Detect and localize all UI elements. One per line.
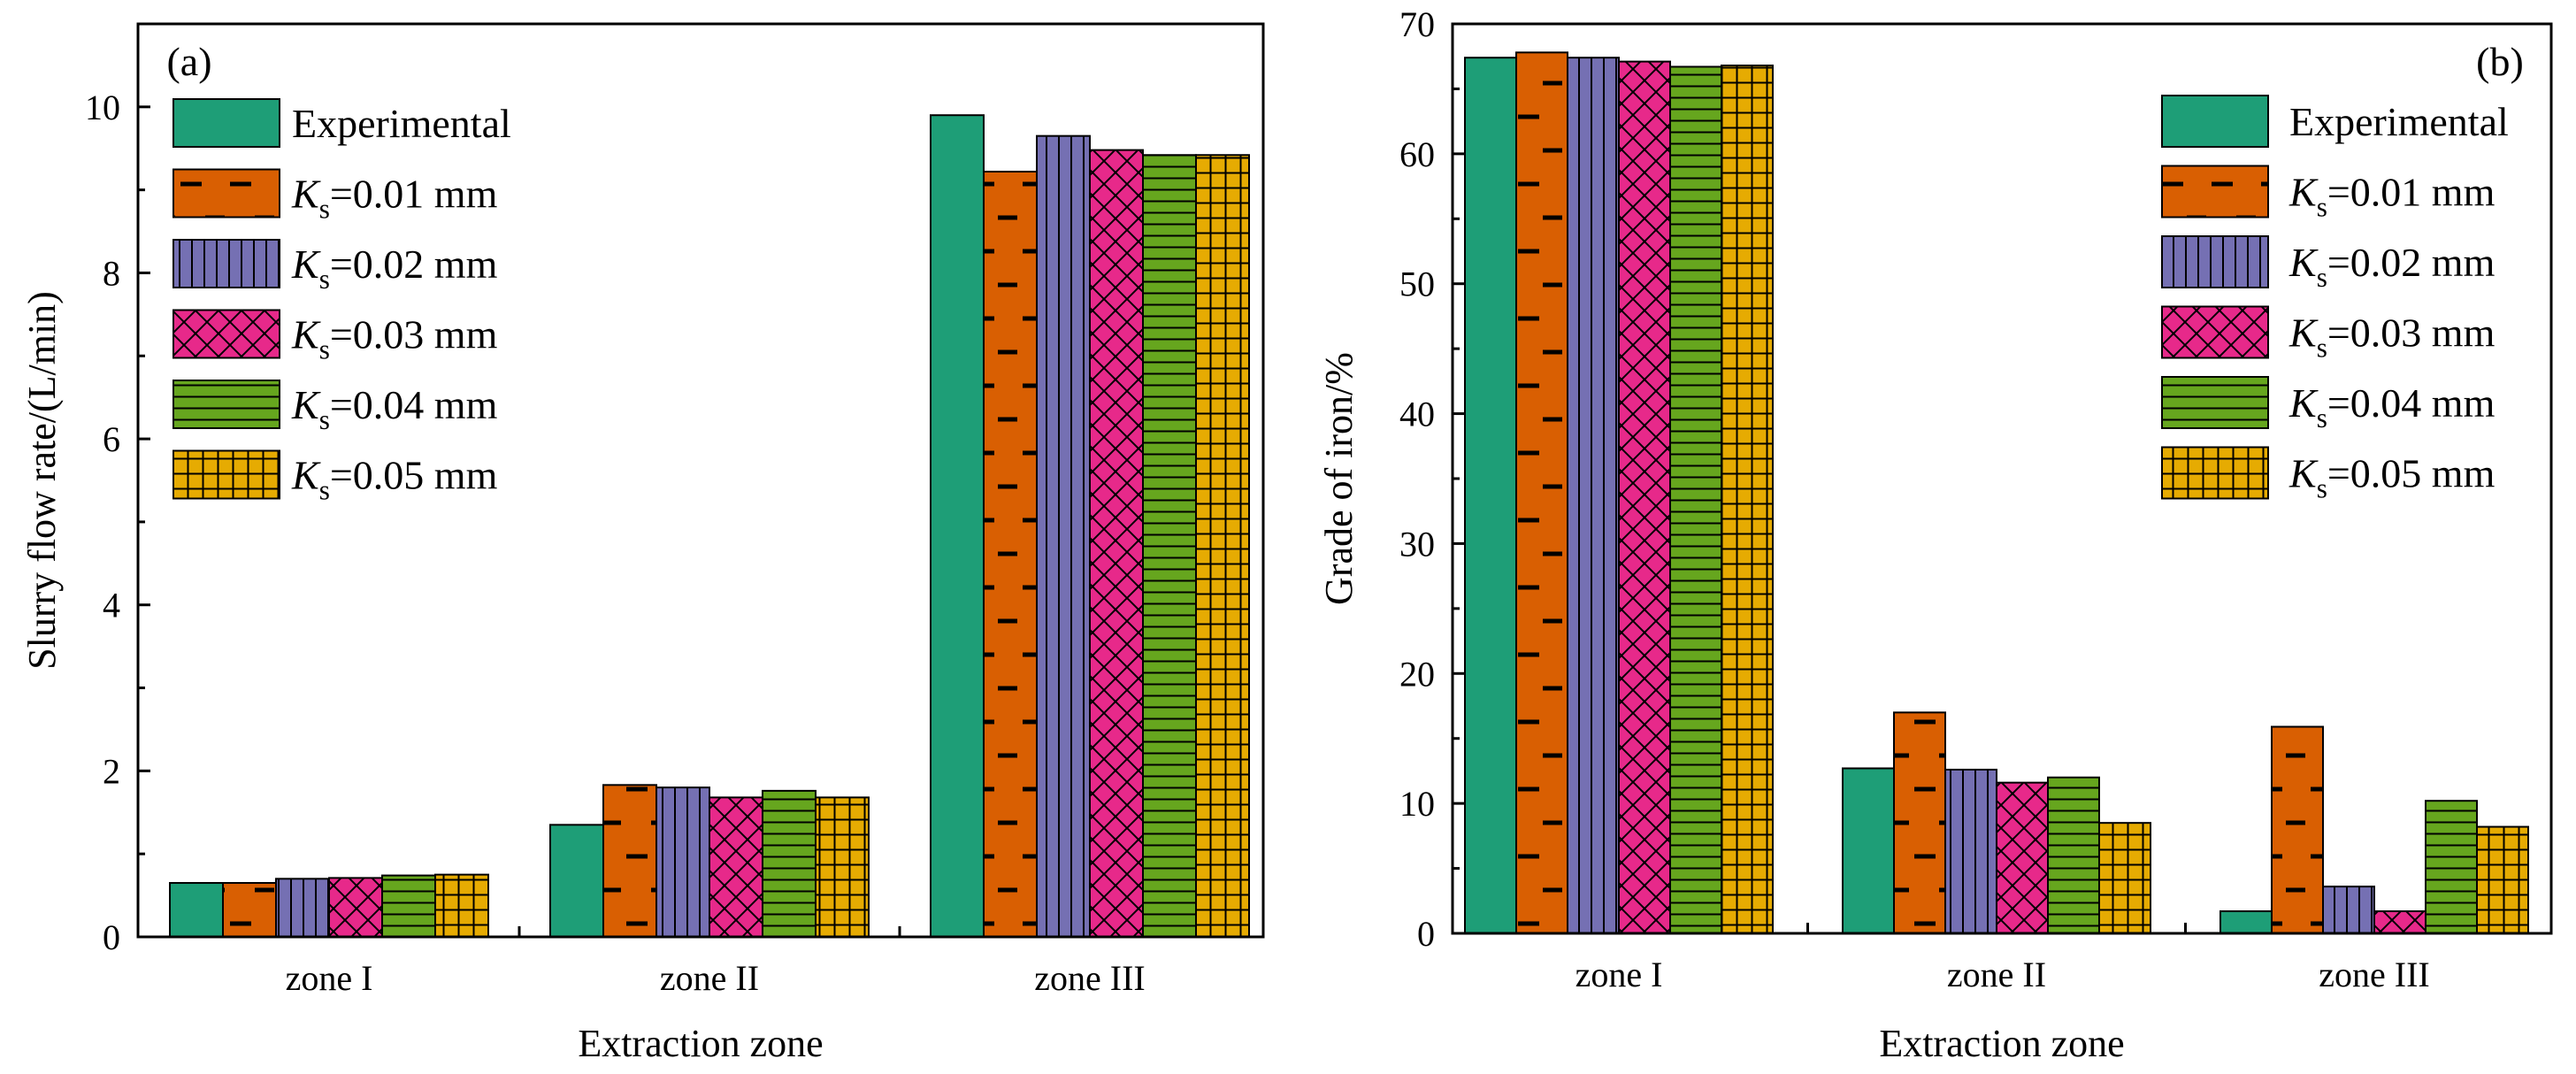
bar-b-s2-c0 bbox=[1567, 57, 1620, 934]
bar-b-s2-c1 bbox=[1944, 768, 1997, 935]
y-tick-label-b: 70 bbox=[1399, 4, 1435, 44]
plot-frame-a bbox=[136, 22, 1265, 939]
bar-a-s3-c2 bbox=[1089, 149, 1144, 938]
legend-label-b-3: Ks=0.03 mm bbox=[2288, 311, 2496, 364]
legend-label-b-2: Ks=0.02 mm bbox=[2288, 240, 2496, 293]
panel-label-a: (a) bbox=[166, 39, 211, 84]
y-axis-title-a: Slurry flow rate/(L/min) bbox=[20, 291, 64, 670]
bar-b-s1-c0 bbox=[1515, 51, 1568, 934]
bar-a-s5-c1 bbox=[815, 796, 870, 938]
x-tick-label-b: zone II bbox=[1947, 955, 2046, 994]
bar-b-s1-c2 bbox=[2271, 725, 2324, 934]
legend-swatch-a-1 bbox=[172, 168, 280, 219]
bar-b-s0-c1 bbox=[1842, 767, 1895, 935]
bar-b-s3-c0 bbox=[1618, 60, 1671, 935]
x-tick-label-a: zone III bbox=[1034, 958, 1145, 998]
bar-a-s4-c1 bbox=[762, 789, 816, 938]
panel-label-b: (b) bbox=[2476, 39, 2524, 84]
legend-swatch-a-5 bbox=[172, 449, 280, 500]
bars-b bbox=[1464, 51, 2529, 935]
bar-a-s5-c0 bbox=[434, 873, 489, 938]
x-tick-label-a: zone II bbox=[660, 958, 759, 998]
bar-a-s1-c2 bbox=[983, 170, 1038, 939]
legend-label-b-0: Experimental bbox=[2289, 99, 2509, 144]
legend-label-b-4: Ks=0.04 mm bbox=[2288, 380, 2496, 433]
y-tick-label-b: 10 bbox=[1399, 784, 1435, 824]
bar-b-s5-c1 bbox=[2098, 822, 2151, 935]
bar-b-s4-c1 bbox=[2047, 776, 2100, 934]
x-axis-title-b: Extraction zone bbox=[1879, 1022, 2124, 1065]
panel-a: 0 2 4 6 8 10 zone I zone II zone III (a) Slurry… bbox=[20, 22, 1265, 1065]
bar-a-s1-c1 bbox=[602, 784, 657, 939]
bar-b-s3-c1 bbox=[1996, 781, 2049, 934]
y-tick-label-b: 40 bbox=[1399, 395, 1435, 434]
bar-b-s1-c1 bbox=[1893, 711, 1946, 934]
legend-label-b-5: Ks=0.05 mm bbox=[2288, 451, 2496, 504]
x-axis-b: zone I zone II zone III bbox=[1451, 923, 2553, 994]
bar-a-s0-c2 bbox=[930, 114, 985, 938]
bar-a-s4-c0 bbox=[381, 874, 436, 938]
y-tick-label-a: 4 bbox=[103, 586, 120, 625]
y-tick-label-b: 60 bbox=[1399, 134, 1435, 174]
legend-swatch-a-3 bbox=[172, 309, 280, 359]
legend-swatch-b-0 bbox=[2161, 95, 2269, 148]
bar-a-s3-c0 bbox=[328, 877, 383, 939]
legend-label-a-1: Ks=0.01 mm bbox=[291, 172, 498, 225]
y-axis-a: 0 2 4 6 8 10 bbox=[85, 22, 150, 957]
bar-b-s5-c2 bbox=[2476, 825, 2529, 935]
bar-a-s2-c1 bbox=[656, 786, 710, 938]
y-tick-label-a: 0 bbox=[103, 917, 120, 957]
y-tick-label-b: 30 bbox=[1399, 524, 1435, 564]
legend-swatch-b-5 bbox=[2161, 446, 2269, 500]
x-tick-label-b: zone III bbox=[2319, 955, 2429, 994]
legend-b: Experimental Ks=0.01 mm Ks=0.02 mm Ks=0.03 … bbox=[2161, 95, 2509, 504]
bar-a-s0-c1 bbox=[549, 824, 604, 939]
panel-b: 0 10 20 30 40 50 60 70 zone I zone II zone III (b… bbox=[1317, 4, 2553, 1065]
bars-a bbox=[169, 114, 1250, 939]
bar-a-s5-c2 bbox=[1195, 154, 1250, 938]
x-axis-a: zone I zone II zone III bbox=[136, 926, 1265, 998]
legend-swatch-b-3 bbox=[2161, 305, 2269, 359]
legend-swatch-b-1 bbox=[2161, 165, 2269, 219]
y-tick-label-a: 6 bbox=[103, 419, 120, 459]
y-tick-label-a: 8 bbox=[103, 253, 120, 293]
bar-b-s0-c2 bbox=[2220, 910, 2273, 935]
bar-b-s2-c2 bbox=[2322, 886, 2375, 934]
legend-label-b-1: Ks=0.01 mm bbox=[2288, 170, 2496, 223]
y-tick-label-b: 0 bbox=[1417, 914, 1435, 954]
x-tick-label-b: zone I bbox=[1576, 955, 1663, 994]
bar-b-s0-c0 bbox=[1464, 57, 1517, 934]
legend-label-a-3: Ks=0.03 mm bbox=[291, 312, 498, 365]
bar-a-s0-c0 bbox=[169, 882, 224, 939]
legend-label-a-0: Experimental bbox=[292, 101, 511, 146]
x-tick-label-a: zone I bbox=[286, 958, 373, 998]
legend-swatch-b-4 bbox=[2161, 376, 2269, 429]
y-tick-label-b: 50 bbox=[1399, 265, 1435, 304]
legend-swatch-a-4 bbox=[172, 380, 280, 429]
legend-label-a-4: Ks=0.04 mm bbox=[291, 382, 498, 435]
y-axis-b: 0 10 20 30 40 50 60 70 bbox=[1399, 4, 1465, 954]
bar-a-s1-c0 bbox=[222, 882, 277, 939]
y-tick-label-a: 2 bbox=[103, 751, 120, 791]
bar-a-s2-c2 bbox=[1036, 134, 1091, 938]
legend-label-a-2: Ks=0.02 mm bbox=[291, 242, 498, 295]
bar-b-s3-c2 bbox=[2373, 910, 2426, 935]
bar-a-s2-c0 bbox=[275, 878, 330, 938]
legend-label-a-5: Ks=0.05 mm bbox=[291, 453, 498, 506]
bar-b-s4-c0 bbox=[1669, 65, 1722, 935]
y-tick-label-b: 20 bbox=[1399, 654, 1435, 694]
bar-a-s3-c1 bbox=[709, 796, 763, 938]
y-tick-label-a: 10 bbox=[85, 88, 120, 127]
y-axis-title-b: Grade of iron/% bbox=[1317, 352, 1361, 605]
legend-swatch-a-2 bbox=[172, 239, 280, 288]
x-axis-title-a: Extraction zone bbox=[578, 1022, 823, 1065]
bar-a-s4-c2 bbox=[1142, 154, 1197, 938]
bar-b-s4-c2 bbox=[2425, 800, 2478, 934]
legend-swatch-b-2 bbox=[2161, 235, 2269, 288]
legend-swatch-a-0 bbox=[172, 98, 280, 148]
legend-a: Experimental Ks=0.01 mm Ks=0.02 mm Ks=0.03 … bbox=[172, 98, 511, 506]
bar-b-s5-c0 bbox=[1721, 64, 1774, 935]
